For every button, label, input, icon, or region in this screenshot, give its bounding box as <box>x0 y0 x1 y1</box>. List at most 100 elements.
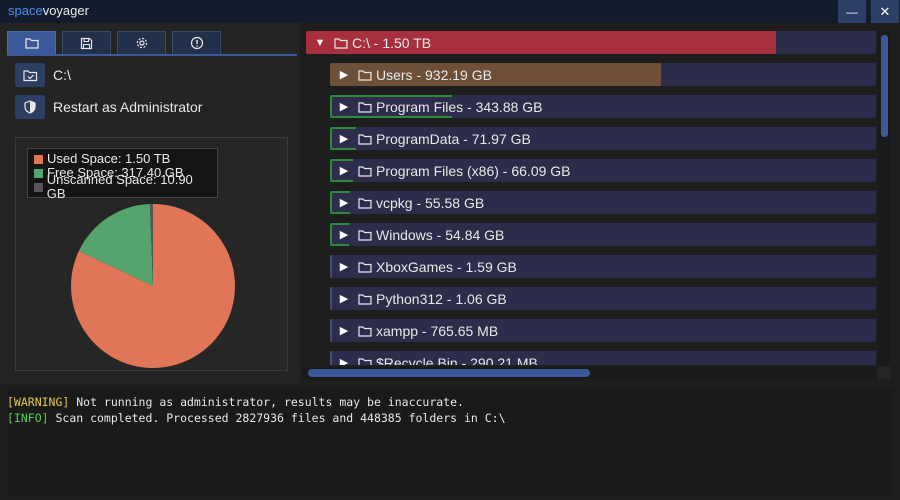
collapse-arrow-icon[interactable]: ▶ <box>339 197 349 209</box>
tree-row-label: xampp - 765.65 MB <box>376 322 499 339</box>
collapse-arrow-icon[interactable]: ▶ <box>339 229 349 241</box>
folder-icon <box>358 325 372 337</box>
save-icon <box>80 37 93 49</box>
log-text-warning: Not running as administrator, results ma… <box>69 395 464 409</box>
app-title: spacevoyager <box>8 3 89 18</box>
log-line-warning: [WARNING] Not running as administrator, … <box>7 394 893 410</box>
pie-slice-used <box>70 204 235 368</box>
size-bar <box>330 223 350 246</box>
tree-row-content: ▶ XboxGames - 1.59 GB <box>330 255 517 278</box>
folder-icon <box>358 69 372 81</box>
tree-row-label: Users - 932.19 GB <box>376 66 492 83</box>
info-icon <box>190 36 203 50</box>
collapse-arrow-icon[interactable]: ▶ <box>339 165 349 177</box>
app-title-part1: space <box>8 3 43 18</box>
disk-usage-chart: Used Space: 1.50 TB Free Space: 317.40 G… <box>15 137 288 371</box>
tree-row-label: XboxGames - 1.59 GB <box>376 258 517 275</box>
tree-row[interactable]: ▶ vcpkg - 55.58 GB <box>330 191 876 214</box>
folder-icon <box>358 293 372 305</box>
tree-row[interactable]: ▶ Program Files (x86) - 66.09 GB <box>330 159 876 182</box>
size-bar-marker <box>330 255 332 278</box>
tree-row-label: $Recycle.Bin - 290.21 MB <box>376 354 538 366</box>
tree-row-content: ▶ $Recycle.Bin - 290.21 MB <box>330 351 538 365</box>
tab-save[interactable] <box>62 31 111 54</box>
log-text-info: Scan completed. Processed 2827936 files … <box>48 411 506 425</box>
size-bar <box>306 31 776 54</box>
tree-row-content: ▶ Windows - 54.84 GB <box>330 223 505 246</box>
legend-swatch-used <box>34 154 43 164</box>
collapse-arrow-icon[interactable]: ▶ <box>339 357 349 365</box>
collapse-arrow-icon[interactable]: ▶ <box>339 261 349 273</box>
folder-icon <box>358 101 372 113</box>
folder-icon <box>24 38 39 49</box>
tree-row[interactable]: ▶ ProgramData - 71.97 GB <box>330 127 876 150</box>
tab-underline <box>7 54 297 56</box>
tree-row-root[interactable]: ▼ C:\ - 1.50 TB <box>306 31 876 54</box>
collapse-arrow-icon[interactable]: ▶ <box>339 325 349 337</box>
tree-row-content: ▶ Program Files - 343.88 GB <box>330 95 543 118</box>
legend-item-free: Free Space: 317.40 GB <box>34 166 211 180</box>
tab-settings[interactable] <box>117 31 166 54</box>
log-tag-warning: [WARNING] <box>7 395 70 409</box>
folder-icon <box>358 261 372 273</box>
expand-arrow-icon[interactable]: ▼ <box>314 36 326 49</box>
tree-row-label: Python312 - 1.06 GB <box>376 290 507 307</box>
pie-slice-unscanned <box>149 204 153 286</box>
log-line-info: [INFO] Scan completed. Processed 2827936… <box>7 410 893 426</box>
size-bar-marker <box>330 287 332 310</box>
restart-admin-label[interactable]: Restart as Administrator <box>53 99 203 115</box>
gear-icon <box>136 37 147 49</box>
minimize-icon: — <box>846 4 858 19</box>
tree-row-content: ▶ ProgramData - 71.97 GB <box>330 127 531 150</box>
folder-tree: ▼ C:\ - 1.50 TB ▶ Users - 932.19 GB ▶ Program… <box>302 23 876 365</box>
tree-row-label: Program Files (x86) - 66.09 GB <box>376 162 571 179</box>
legend-swatch-unscanned <box>34 182 43 192</box>
close-button[interactable]: ✕ <box>871 0 899 23</box>
size-bar <box>330 95 452 118</box>
tree-row-content: ▶ xampp - 765.65 MB <box>330 319 498 342</box>
tree-row-label: Program Files - 343.88 GB <box>376 98 543 115</box>
tree-row-content: ▶ Users - 932.19 GB <box>330 63 492 86</box>
legend-label-used: Used Space: 1.50 TB <box>47 151 171 166</box>
collapse-arrow-icon[interactable]: ▶ <box>339 133 349 145</box>
folder-check-icon <box>22 69 37 81</box>
legend-label-free: Free Space: 317.40 GB <box>47 165 184 180</box>
folder-tree-panel: ▼ C:\ - 1.50 TB ▶ Users - 932.19 GB ▶ Program… <box>302 23 900 384</box>
collapse-arrow-icon[interactable]: ▶ <box>339 101 349 113</box>
tab-about[interactable] <box>172 31 221 54</box>
tree-row[interactable]: ▶ XboxGames - 1.59 GB <box>330 255 876 278</box>
chart-legend: Used Space: 1.50 TB Free Space: 317.40 G… <box>27 148 218 201</box>
collapse-arrow-icon[interactable]: ▶ <box>339 69 349 81</box>
vertical-scroll-thumb[interactable] <box>881 35 888 137</box>
restart-admin-button[interactable] <box>15 95 45 119</box>
tree-row[interactable]: ▶ $Recycle.Bin - 290.21 MB <box>330 351 876 365</box>
pie-slice-free <box>78 204 153 286</box>
tree-row[interactable]: ▶ Python312 - 1.06 GB <box>330 287 876 310</box>
title-bar: spacevoyager — ✕ <box>0 0 900 23</box>
tree-row-content: ▶ vcpkg - 55.58 GB <box>330 191 484 214</box>
tab-explorer[interactable] <box>7 31 56 54</box>
horizontal-scroll-thumb[interactable] <box>308 369 590 377</box>
tree-row[interactable]: ▶ Windows - 54.84 GB <box>330 223 876 246</box>
minimize-button[interactable]: — <box>838 0 866 23</box>
tree-row-label: Windows - 54.84 GB <box>376 226 505 243</box>
tree-row[interactable]: ▶ Program Files - 343.88 GB <box>330 95 876 118</box>
tree-row[interactable]: ▶ Users - 932.19 GB <box>330 63 876 86</box>
app-title-part2: voyager <box>42 3 89 18</box>
tree-row-label: ProgramData - 71.97 GB <box>376 130 531 147</box>
left-panel: C:\ Restart as Administrator Used Space:… <box>0 23 300 384</box>
shield-icon <box>24 100 36 114</box>
log-console: [WARNING] Not running as administrator, … <box>7 389 893 495</box>
log-tag-info: [INFO] <box>7 411 49 425</box>
tree-row-content: ▶ Program Files (x86) - 66.09 GB <box>330 159 571 182</box>
scroll-corner <box>878 367 890 379</box>
select-drive-button[interactable] <box>15 63 45 87</box>
folder-icon <box>358 133 372 145</box>
folder-icon <box>358 357 372 365</box>
legend-item-used: Used Space: 1.50 TB <box>34 152 211 166</box>
tree-row[interactable]: ▶ xampp - 765.65 MB <box>330 319 876 342</box>
tree-row-content: ▶ Python312 - 1.06 GB <box>330 287 507 310</box>
collapse-arrow-icon[interactable]: ▶ <box>339 293 349 305</box>
pie-chart <box>70 204 235 368</box>
size-bar <box>330 127 356 150</box>
